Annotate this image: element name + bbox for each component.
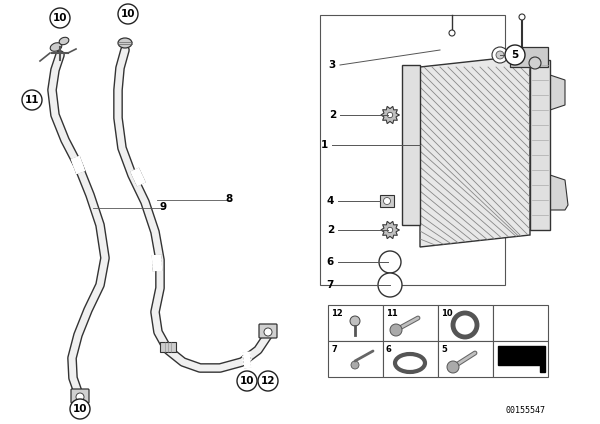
Circle shape (76, 393, 84, 401)
Circle shape (237, 371, 257, 391)
Polygon shape (498, 346, 545, 372)
Circle shape (447, 361, 459, 373)
Ellipse shape (59, 37, 69, 45)
Bar (383, 305, 438, 341)
FancyBboxPatch shape (259, 324, 277, 338)
Circle shape (383, 198, 391, 204)
Bar (402, 65, 420, 225)
Circle shape (264, 328, 272, 336)
Circle shape (492, 47, 508, 63)
Text: 6: 6 (386, 345, 392, 354)
Bar (510, 47, 548, 67)
Circle shape (70, 399, 90, 419)
Ellipse shape (50, 43, 62, 51)
Ellipse shape (118, 38, 132, 48)
FancyBboxPatch shape (71, 389, 89, 403)
Bar (493, 305, 548, 341)
Circle shape (388, 227, 392, 233)
Text: 6: 6 (327, 257, 334, 267)
Text: 3: 3 (329, 60, 336, 70)
Polygon shape (420, 55, 530, 247)
Text: 8: 8 (225, 194, 232, 204)
Polygon shape (420, 55, 530, 247)
Text: 2: 2 (329, 110, 336, 120)
Bar (530, 60, 550, 230)
Polygon shape (381, 221, 399, 239)
Bar (328, 341, 383, 377)
Text: 5: 5 (511, 50, 518, 60)
Circle shape (390, 324, 402, 336)
Circle shape (50, 8, 70, 28)
Circle shape (351, 361, 359, 369)
Polygon shape (550, 175, 568, 210)
Text: 7: 7 (326, 280, 334, 290)
Circle shape (529, 57, 541, 69)
Bar (438, 305, 493, 341)
Polygon shape (381, 106, 399, 123)
Text: 11: 11 (25, 95, 39, 105)
Bar (380, 195, 394, 207)
Text: 12: 12 (331, 309, 343, 318)
Circle shape (118, 4, 138, 24)
Bar (438, 341, 493, 377)
Circle shape (379, 251, 401, 273)
Bar (493, 341, 548, 377)
Text: 00155547: 00155547 (505, 406, 545, 415)
Text: 7: 7 (331, 345, 337, 354)
Bar (320, 15, 505, 285)
Circle shape (22, 90, 42, 110)
Text: 5: 5 (441, 345, 447, 354)
Bar (328, 305, 383, 341)
Circle shape (350, 316, 360, 326)
Circle shape (505, 45, 525, 65)
Polygon shape (550, 75, 565, 110)
Text: 10: 10 (240, 376, 254, 386)
Text: 1: 1 (321, 140, 328, 150)
Text: 10: 10 (73, 404, 87, 414)
Text: 4: 4 (326, 196, 334, 206)
Text: 2: 2 (327, 225, 334, 235)
Text: 9: 9 (160, 202, 167, 212)
Circle shape (258, 371, 278, 391)
Text: 10: 10 (121, 9, 135, 19)
Circle shape (388, 112, 392, 118)
Text: 10: 10 (53, 13, 67, 23)
Circle shape (449, 30, 455, 36)
Text: 11: 11 (386, 309, 398, 318)
Circle shape (496, 51, 504, 59)
Bar (160, 342, 176, 352)
Text: 12: 12 (261, 376, 275, 386)
Circle shape (519, 14, 525, 20)
Text: 10: 10 (441, 309, 452, 318)
Circle shape (378, 273, 402, 297)
Bar (383, 341, 438, 377)
